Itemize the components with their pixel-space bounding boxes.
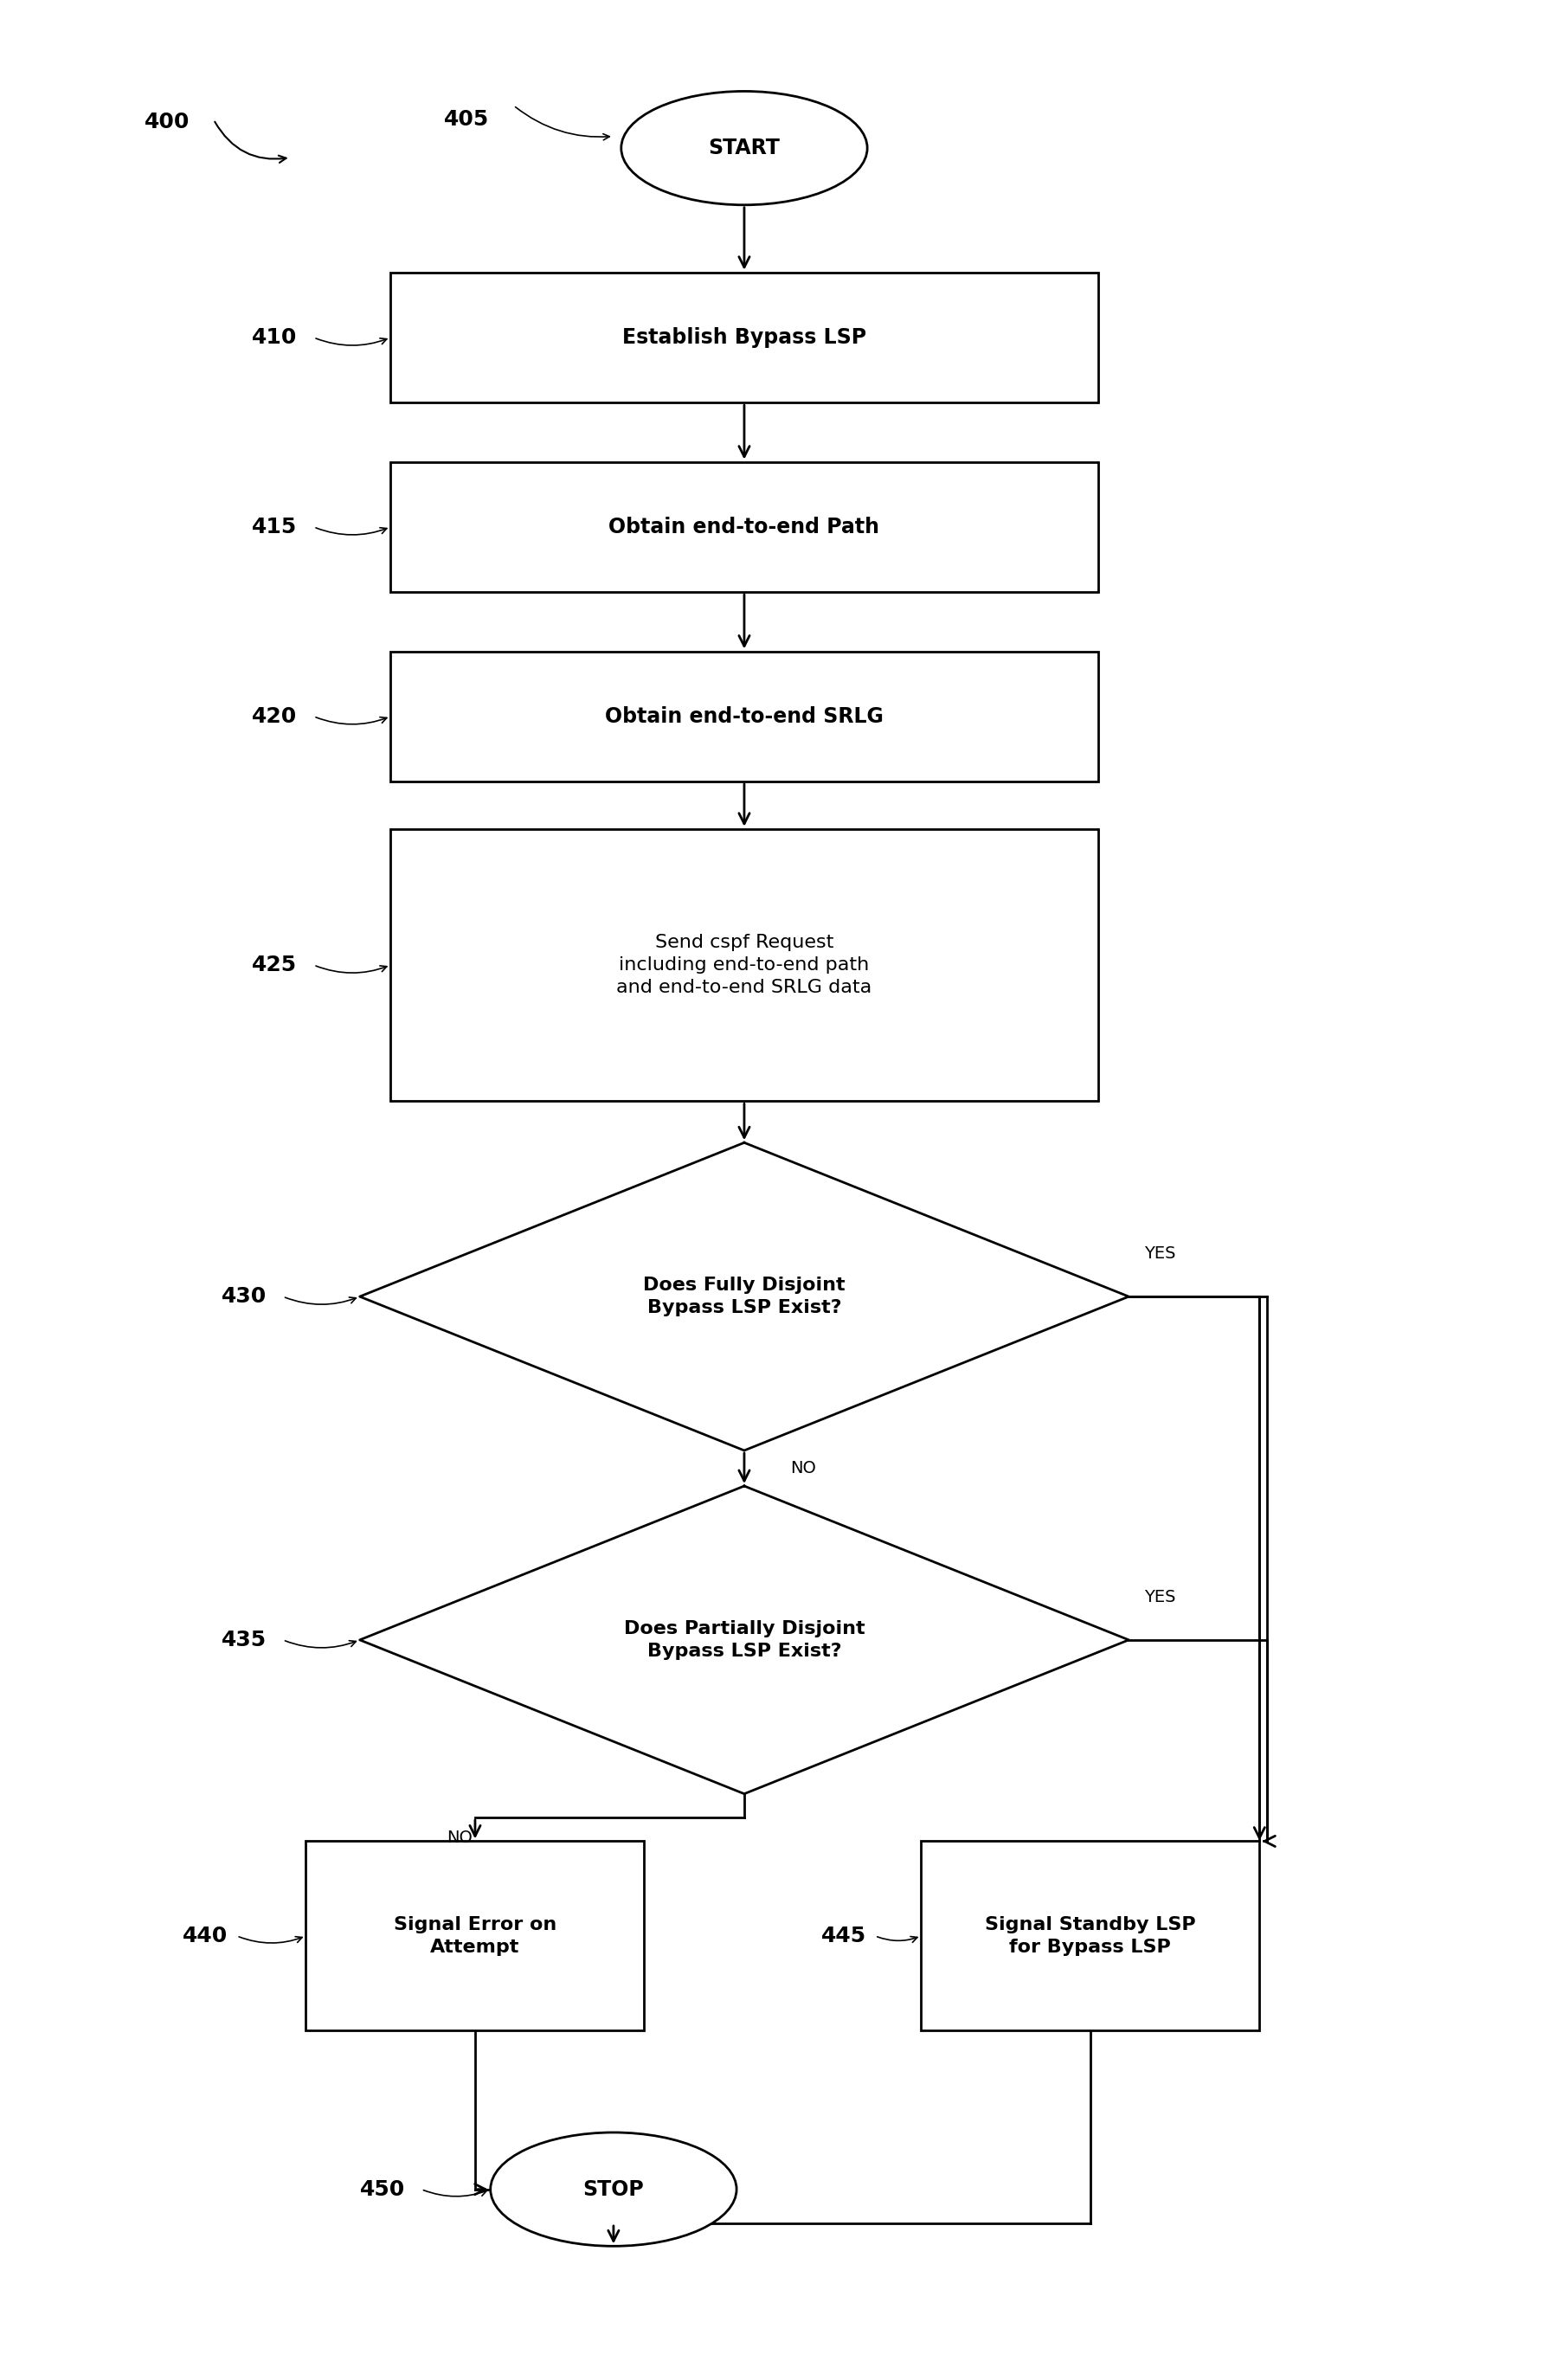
Bar — [391, 652, 1097, 781]
Text: 450: 450 — [360, 2180, 405, 2199]
Bar — [391, 271, 1097, 402]
Text: YES: YES — [1144, 1245, 1176, 1261]
Text: Obtain end-to-end Path: Obtain end-to-end Path — [609, 516, 880, 538]
Text: 430: 430 — [222, 1285, 267, 1307]
Text: Does Partially Disjoint
Bypass LSP Exist?: Does Partially Disjoint Bypass LSP Exist… — [623, 1621, 865, 1659]
Ellipse shape — [622, 90, 868, 205]
Text: NO: NO — [446, 1830, 473, 1847]
Text: Does Fully Disjoint
Bypass LSP Exist?: Does Fully Disjoint Bypass LSP Exist? — [643, 1276, 845, 1316]
Text: 420: 420 — [253, 707, 298, 726]
Text: 410: 410 — [253, 326, 298, 347]
Text: NO: NO — [790, 1459, 817, 1476]
Text: 440: 440 — [183, 1925, 228, 1947]
Text: 435: 435 — [222, 1630, 267, 1649]
Bar — [391, 462, 1097, 593]
Text: 445: 445 — [822, 1925, 866, 1947]
Text: Signal Standby LSP
for Bypass LSP: Signal Standby LSP for Bypass LSP — [984, 1916, 1195, 1956]
Bar — [305, 1842, 645, 2030]
Ellipse shape — [490, 2132, 736, 2247]
Text: Obtain end-to-end SRLG: Obtain end-to-end SRLG — [604, 707, 883, 726]
Text: Send cspf Request
including end-to-end path
and end-to-end SRLG data: Send cspf Request including end-to-end p… — [617, 933, 873, 997]
Text: YES: YES — [1144, 1590, 1176, 1606]
Text: START: START — [708, 138, 780, 159]
Text: 405: 405 — [445, 109, 490, 131]
Bar — [391, 828, 1097, 1102]
Text: 400: 400 — [144, 112, 189, 133]
Text: Establish Bypass LSP: Establish Bypass LSP — [622, 326, 866, 347]
Text: Signal Error on
Attempt: Signal Error on Attempt — [394, 1916, 556, 1956]
Text: STOP: STOP — [583, 2180, 645, 2199]
Text: 425: 425 — [253, 954, 298, 976]
Bar — [921, 1842, 1260, 2030]
Text: 415: 415 — [253, 516, 298, 538]
